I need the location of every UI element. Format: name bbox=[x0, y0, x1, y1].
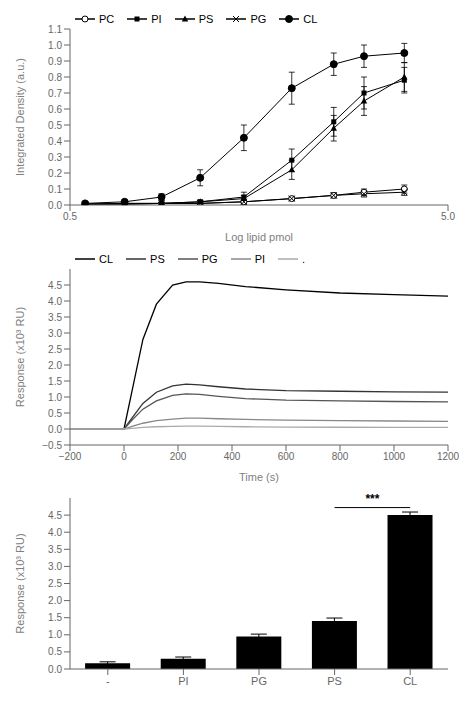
svg-text:1.5: 1.5 bbox=[48, 376, 62, 387]
svg-text:4.0: 4.0 bbox=[48, 296, 62, 307]
svg-text:0.5: 0.5 bbox=[48, 120, 62, 131]
svg-text:1.0: 1.0 bbox=[48, 392, 62, 403]
svg-text:600: 600 bbox=[278, 451, 295, 462]
html-text:PS: PS bbox=[198, 13, 214, 25]
svg-text:400: 400 bbox=[224, 451, 241, 462]
svg-text:3.5: 3.5 bbox=[48, 312, 62, 323]
svg-text:Response (x10³ RU): Response (x10³ RU) bbox=[14, 307, 26, 407]
html-text:PG: PG bbox=[201, 253, 218, 265]
html-text:CL: CL bbox=[303, 13, 318, 25]
svg-text:1.0: 1.0 bbox=[48, 40, 62, 51]
svg-text:4.0: 4.0 bbox=[48, 527, 62, 538]
html-text:PS: PS bbox=[150, 253, 165, 265]
svg-text:1.1: 1.1 bbox=[48, 24, 62, 35]
svg-text:3.0: 3.0 bbox=[48, 561, 62, 572]
html-text:CL: CL bbox=[99, 253, 114, 265]
svg-text:3.5: 3.5 bbox=[48, 544, 62, 555]
html-text:PG: PG bbox=[250, 13, 267, 25]
svg-text:0.0: 0.0 bbox=[48, 424, 62, 435]
svg-text:2.0: 2.0 bbox=[48, 360, 62, 371]
svg-text:0.4: 0.4 bbox=[48, 136, 62, 147]
svg-text:0.8: 0.8 bbox=[48, 72, 62, 83]
html-text:PI: PI bbox=[254, 253, 266, 265]
svg-text:0.9: 0.9 bbox=[48, 56, 62, 67]
svg-text:2.5: 2.5 bbox=[48, 344, 62, 355]
svg-text:2.0: 2.0 bbox=[48, 595, 62, 606]
svg-text:2.5: 2.5 bbox=[48, 578, 62, 589]
svg-text:0.6: 0.6 bbox=[48, 104, 62, 115]
svg-text:800: 800 bbox=[332, 451, 349, 462]
svg-text:1.5: 1.5 bbox=[48, 612, 62, 623]
svg-text:CL: CL bbox=[403, 675, 417, 687]
svg-text:Log lipid pmol: Log lipid pmol bbox=[225, 231, 293, 243]
svg-text:0.5: 0.5 bbox=[63, 211, 77, 222]
svg-text:−200: −200 bbox=[59, 451, 82, 462]
svg-text:Integrated Density (a.u.): Integrated Density (a.u.) bbox=[14, 58, 26, 176]
svg-text:3.0: 3.0 bbox=[48, 328, 62, 339]
svg-text:4.5: 4.5 bbox=[48, 510, 62, 521]
svg-text:0.5: 0.5 bbox=[48, 646, 62, 657]
svg-text:PG: PG bbox=[251, 675, 267, 687]
svg-text:1000: 1000 bbox=[383, 451, 406, 462]
svg-text:0.0: 0.0 bbox=[48, 664, 62, 675]
svg-text:PS: PS bbox=[327, 675, 342, 687]
svg-text:0.1: 0.1 bbox=[48, 184, 62, 195]
svg-text:PI: PI bbox=[178, 675, 188, 687]
html-text:PC: PC bbox=[99, 13, 115, 25]
svg-text:0.2: 0.2 bbox=[48, 168, 62, 179]
svg-text:−0.5: −0.5 bbox=[42, 440, 62, 451]
svg-text:Time (s): Time (s) bbox=[239, 471, 279, 483]
svg-text:0.5: 0.5 bbox=[48, 408, 62, 419]
svg-text:***: *** bbox=[365, 492, 379, 506]
svg-text:0: 0 bbox=[121, 451, 127, 462]
svg-text:-: - bbox=[106, 675, 110, 687]
svg-text:Response (x10³ RU): Response (x10³ RU) bbox=[14, 533, 26, 633]
svg-text:200: 200 bbox=[170, 451, 187, 462]
html-text:PI: PI bbox=[151, 13, 162, 25]
svg-text:5.0: 5.0 bbox=[441, 211, 455, 222]
svg-text:4.5: 4.5 bbox=[48, 280, 62, 291]
svg-text:0.0: 0.0 bbox=[48, 200, 62, 211]
svg-text:0.3: 0.3 bbox=[48, 152, 62, 163]
svg-text:1200: 1200 bbox=[437, 451, 460, 462]
svg-text:1.0: 1.0 bbox=[48, 629, 62, 640]
svg-text:0.7: 0.7 bbox=[48, 88, 62, 99]
